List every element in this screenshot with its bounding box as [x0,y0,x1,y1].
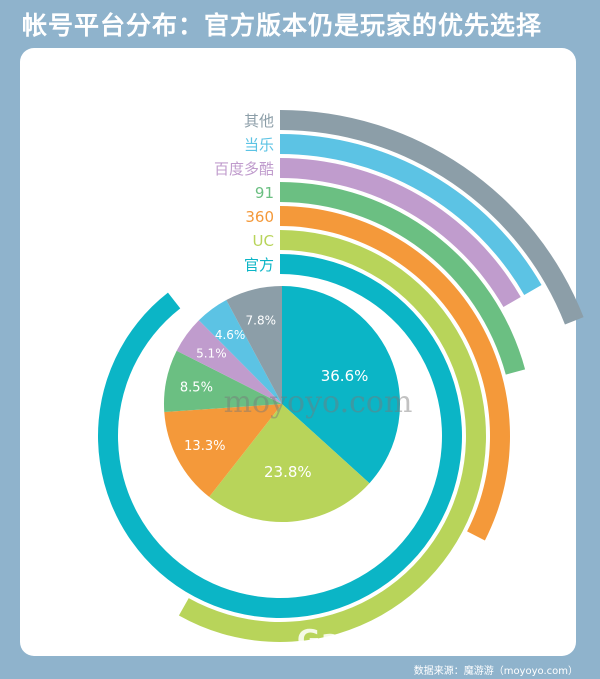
radial-bar-5 [280,134,542,295]
legend-label-1: UC [253,232,274,250]
pie-label-0: 36.6% [321,367,369,385]
radial-bar-3 [280,182,526,375]
pie-label-4: 5.1% [196,347,227,361]
pie-label-3: 8.5% [180,381,213,396]
site-watermark: GameRes游资网 [297,623,539,656]
pie-label-5: 4.6% [215,328,246,342]
pie-slice-5 [198,299,282,404]
radial-bar-6 [280,110,584,325]
legend-label-2: 360 [245,208,274,226]
pie-slice-3 [164,350,282,412]
page-title: 帐号平台分布：官方版本仍是玩家的优先选择 [22,11,543,40]
legend-label-3: 91 [255,184,274,202]
watermark-text: moyoyo.com [224,385,413,420]
pie-label-6: 7.8% [246,313,277,327]
pie: 36.6% 23.8% 13.3% 8.5% 5.1% 4.6%7.8% [164,286,400,522]
pie-slice-4 [176,320,282,404]
pie-slice-1 [209,404,370,522]
legend-label-5: 当乐 [244,136,274,154]
pie-label-1: 23.8% [264,463,312,481]
legend-label-0: 官方 [244,256,274,274]
radial-bar-2 [280,206,511,541]
pie-slice-0 [282,286,400,484]
pie-slice-2 [164,404,282,497]
data-source: 数据来源：魔游游（moyoyo.com） [413,666,578,677]
radial-bar-4 [280,158,521,307]
legend-label-4: 百度多酷 [214,160,274,178]
legend: 官方 UC 360 91 百度多酷 当乐 其他 [214,112,274,274]
legend-label-6: 其他 [244,112,274,130]
radial-bars [98,110,584,642]
pie-slice-6 [226,286,282,404]
pie-label-2: 13.3% [184,439,225,454]
